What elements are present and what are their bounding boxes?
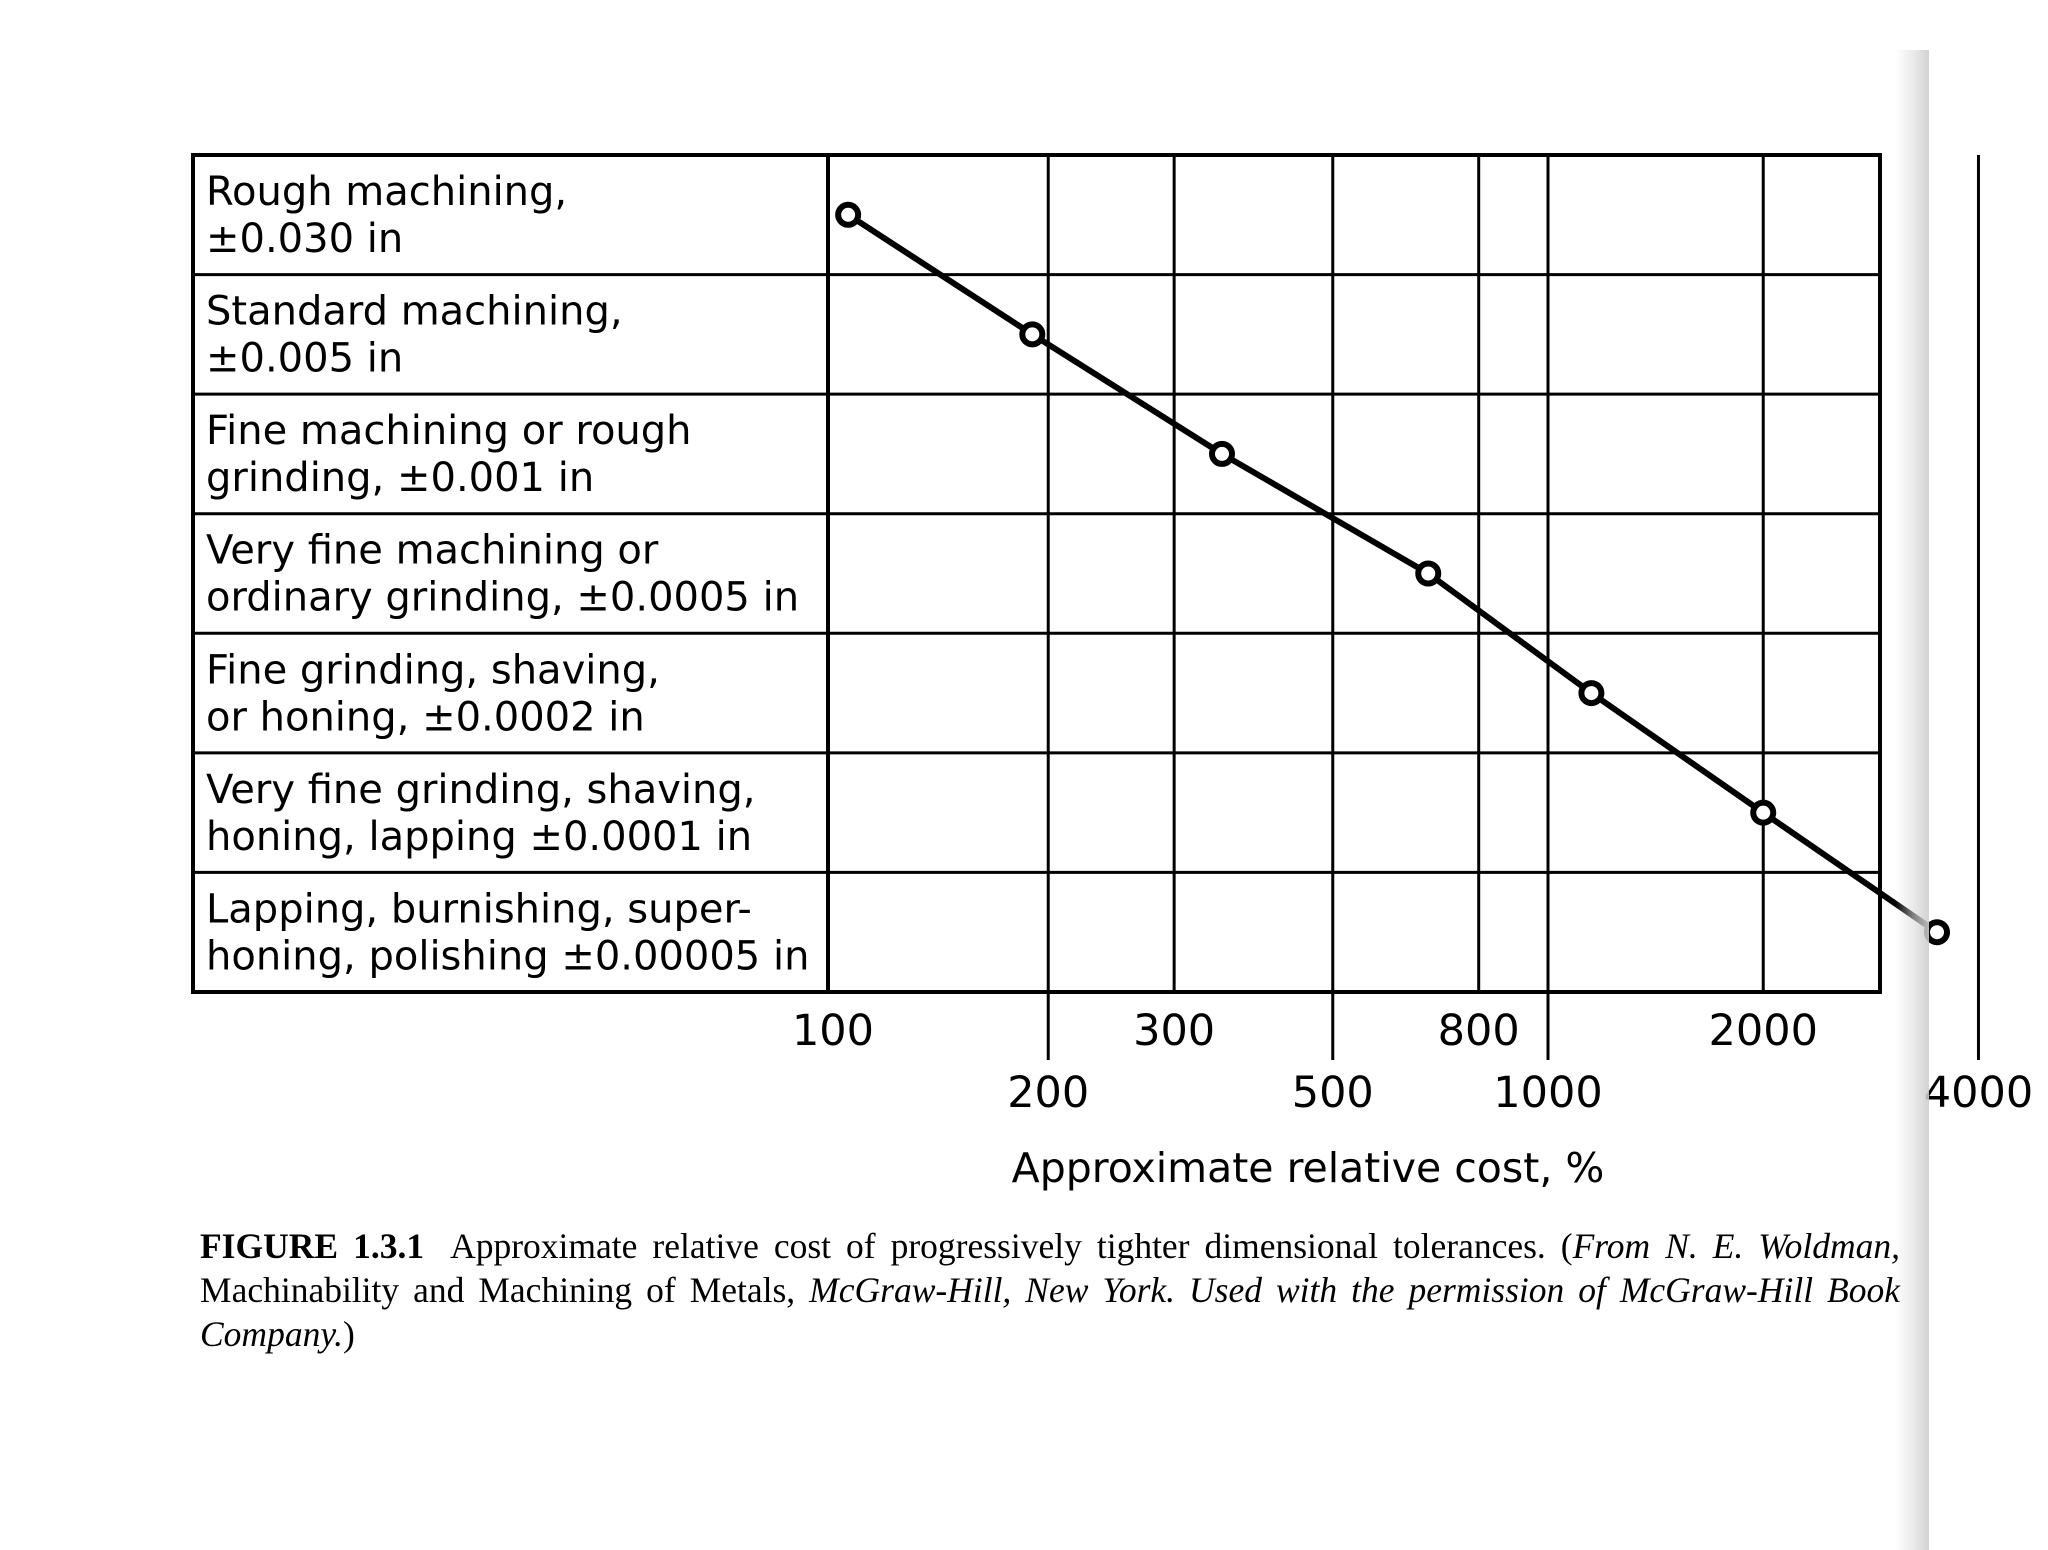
x-axis-title: Approximate relative cost, % [1012, 1144, 1605, 1192]
row-label-4-line-2: ordinary grinding, ±0.0005 in [206, 575, 799, 621]
row-label-3-line-1: Fine machining or rough [206, 408, 692, 454]
row-label-5-line-1: Fine grinding, shaving, [206, 647, 660, 693]
tick-label-100: 100 [792, 1006, 874, 1056]
data-point-7 [1924, 919, 1951, 946]
tick-label-800: 800 [1438, 1006, 1520, 1056]
tick-label-200: 200 [1007, 1068, 1089, 1118]
data-point-3 [1209, 440, 1236, 467]
tick-label-2000: 2000 [1709, 1006, 1818, 1056]
row-label-7-line-2: honing, polishing ±0.00005 in [206, 933, 809, 979]
caption-source-title: Machinability and Machining of Metals, [200, 1270, 810, 1310]
row-label-1-line-1: Rough machining, [206, 169, 567, 215]
tick-label-1000: 1000 [1493, 1068, 1602, 1118]
tick-label-300: 300 [1133, 1006, 1215, 1056]
caption-close: ) [343, 1314, 355, 1354]
data-point-1 [835, 201, 862, 228]
tick-label-500: 500 [1292, 1068, 1374, 1118]
data-point-2 [1019, 321, 1046, 348]
tick-label-4000: 4000 [1924, 1068, 2033, 1118]
row-label-6-line-2: honing, lapping ±0.0001 in [206, 814, 752, 860]
row-label-4-line-1: Very fine machining or [206, 528, 659, 574]
data-point-6 [1750, 799, 1777, 826]
data-point-4 [1415, 560, 1442, 587]
data-point-5 [1578, 680, 1605, 707]
caption-text: Approximate relative cost of progressive… [450, 1226, 1573, 1266]
row-label-2-line-1: Standard machining, [206, 289, 623, 335]
row-label-2-line-2: ±0.005 in [206, 336, 403, 382]
row-label-1-line-2: ±0.030 in [206, 216, 403, 262]
caption-source-publisher: McGraw-Hill, New York. Used with the per… [200, 1270, 1900, 1354]
cost-series-line [846, 212, 1939, 935]
figure-number: FIGURE 1.3.1 [200, 1226, 425, 1266]
caption-source-author: From N. E. Woldman, [1572, 1226, 1900, 1266]
row-label-6-line-1: Very fine grinding, shaving, [206, 767, 756, 813]
row-label-7-line-1: Lapping, burnishing, super- [206, 886, 752, 932]
row-label-5-line-2: or honing, ±0.0002 in [206, 694, 645, 740]
scan-edge-shadow [1895, 50, 1929, 1550]
figure-caption: FIGURE 1.3.1 Approximate relative cost of… [200, 1224, 1900, 1356]
table-frame [191, 153, 1882, 994]
row-label-3-line-2: grinding, ±0.001 in [206, 455, 594, 501]
